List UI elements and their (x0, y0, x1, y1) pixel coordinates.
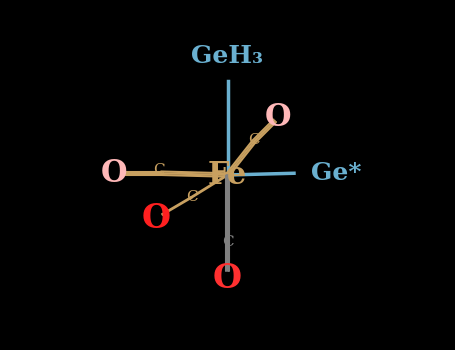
Text: C: C (222, 234, 233, 248)
Text: Fe: Fe (208, 160, 247, 190)
Text: C: C (248, 133, 259, 147)
Text: O: O (101, 158, 127, 189)
Text: C: C (153, 163, 165, 177)
Text: GeH₃: GeH₃ (192, 44, 263, 68)
Text: Ge*: Ge* (312, 161, 362, 185)
Text: O: O (213, 262, 242, 295)
Text: C: C (186, 190, 197, 204)
Text: O: O (141, 202, 170, 235)
Text: O: O (265, 102, 292, 133)
